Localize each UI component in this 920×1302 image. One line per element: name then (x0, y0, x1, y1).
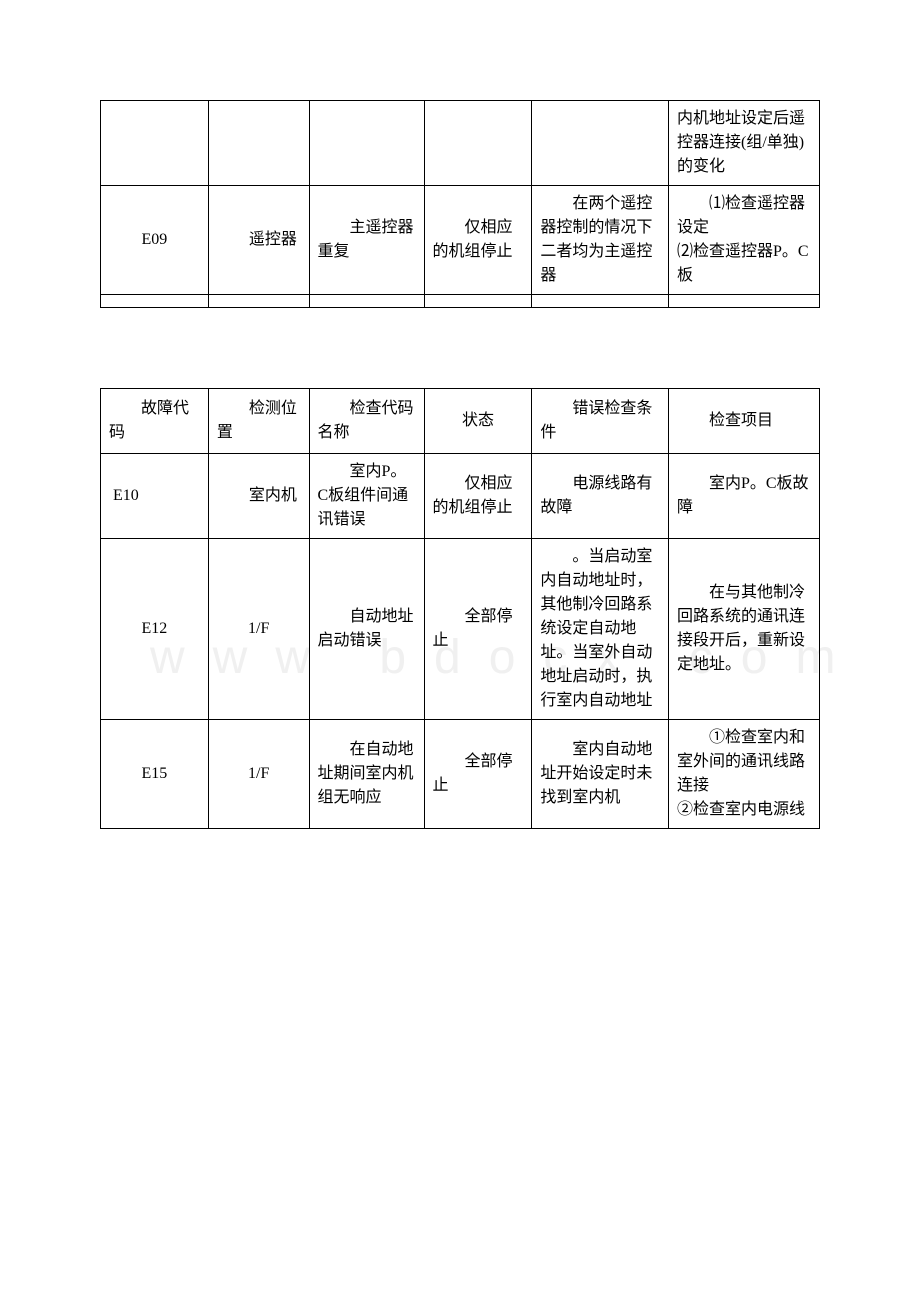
cell-status: 全部停止 (424, 539, 532, 720)
header-condition: 错误检查条件 (532, 389, 669, 454)
cell-position: 遥控器 (208, 186, 309, 295)
table-row: E12 1/F 自动地址启动错误 全部停止 。当启动室内自动地址时，其他制冷回路… (101, 539, 820, 720)
table-gap (100, 308, 820, 388)
cell-condition: 室内自动地址开始设定时未找到室内机 (532, 720, 669, 829)
cell-code: E12 (101, 539, 209, 720)
table-row: E09 遥控器 主遥控器重复 仅相应的机组停止 在两个遥控器控制的情况下二者均为… (101, 186, 820, 295)
table-row: 内机地址设定后遥控器连接(组/单独)的变化 (101, 101, 820, 186)
cell-code: E10 (101, 454, 209, 539)
cell-condition (532, 295, 669, 308)
table-row: E10 室内机 室内P。C板组件间通讯错误 仅相应的机组停止 电源线路有故障 室… (101, 454, 820, 539)
cell-status (424, 295, 532, 308)
cell-code: E15 (101, 720, 209, 829)
cell-condition: 在两个遥控器控制的情况下二者均为主遥控器 (532, 186, 669, 295)
header-position: 检测位置 (208, 389, 309, 454)
cell-check (668, 295, 819, 308)
cell-code (101, 295, 209, 308)
header-status: 状态 (424, 389, 532, 454)
cell-check: 室内P。C板故障 (668, 454, 819, 539)
header-name: 检查代码名称 (309, 389, 424, 454)
cell-name: 室内P。C板组件间通讯错误 (309, 454, 424, 539)
header-check: 检查项目 (668, 389, 819, 454)
table-row (101, 295, 820, 308)
cell-position: 1/F (208, 720, 309, 829)
cell-name: 主遥控器重复 (309, 186, 424, 295)
cell-code: E09 (101, 186, 209, 295)
cell-status (424, 101, 532, 186)
cell-name: 在自动地址期间室内机组无响应 (309, 720, 424, 829)
cell-name (309, 101, 424, 186)
fault-code-table-1: 内机地址设定后遥控器连接(组/单独)的变化 E09 遥控器 主遥控器重复 仅相应… (100, 100, 820, 308)
cell-status: 仅相应的机组停止 (424, 454, 532, 539)
cell-position: 1/F (208, 539, 309, 720)
cell-condition (532, 101, 669, 186)
cell-condition: 电源线路有故障 (532, 454, 669, 539)
cell-position: 室内机 (208, 454, 309, 539)
cell-check: 内机地址设定后遥控器连接(组/单独)的变化 (668, 101, 819, 186)
cell-name (309, 295, 424, 308)
fault-code-table-2: 故障代码 检测位置 检查代码名称 状态 错误检查条件 检查项目 E10 室内机 … (100, 388, 820, 829)
cell-check: ⑴检查遥控器设定 ⑵检查遥控器P。C板 (668, 186, 819, 295)
header-code: 故障代码 (101, 389, 209, 454)
cell-position (208, 295, 309, 308)
table-row: E15 1/F 在自动地址期间室内机组无响应 全部停止 室内自动地址开始设定时未… (101, 720, 820, 829)
table-header-row: 故障代码 检测位置 检查代码名称 状态 错误检查条件 检查项目 (101, 389, 820, 454)
cell-position (208, 101, 309, 186)
cell-status: 仅相应的机组停止 (424, 186, 532, 295)
cell-check: ①检查室内和室外间的通讯线路连接 ②检查室内电源线 (668, 720, 819, 829)
cell-name: 自动地址启动错误 (309, 539, 424, 720)
cell-code (101, 101, 209, 186)
cell-check: 在与其他制冷回路系统的通讯连接段开后，重新设定地址。 (668, 539, 819, 720)
cell-condition: 。当启动室内自动地址时，其他制冷回路系统设定自动地址。当室外自动地址启动时，执行… (532, 539, 669, 720)
cell-status: 全部停止 (424, 720, 532, 829)
